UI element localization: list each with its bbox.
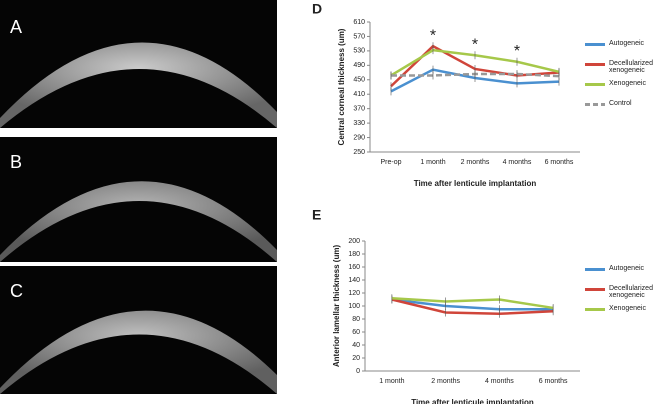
x-axis-title: Time after lenticule implantation	[411, 398, 534, 404]
legend-entry: Xenogeneic	[585, 80, 660, 87]
y-tick-label: 200	[348, 238, 360, 245]
y-tick-label: 290	[353, 134, 365, 141]
panel-label: E	[312, 207, 321, 223]
x-tick-label: 2 months	[461, 159, 490, 166]
y-tick-label: 140	[348, 277, 360, 284]
legend-swatch	[585, 308, 605, 311]
y-tick-label: 370	[353, 106, 365, 113]
y-tick-label: 610	[353, 19, 365, 26]
x-tick-label: 1 month	[420, 159, 445, 166]
x-tick-label: 1 month	[379, 378, 404, 385]
y-tick-label: 100	[348, 303, 360, 310]
legend-swatch	[585, 288, 605, 291]
panel-label: C	[10, 281, 23, 301]
x-tick-label: 4 months	[485, 378, 514, 385]
y-tick-label: 450	[353, 77, 365, 84]
x-tick-label: 6 months	[545, 159, 574, 166]
series-line	[391, 296, 554, 310]
x-axis-title: Time after lenticule implantation	[414, 179, 537, 188]
annotation: *	[430, 27, 436, 44]
legend-label: Autogeneic	[609, 40, 645, 47]
y-tick-label: 80	[352, 316, 360, 323]
panel-label: A	[10, 17, 22, 37]
y-tick-label: 0	[356, 368, 360, 375]
panel-label: B	[10, 152, 22, 172]
x-tick-label: 2 months	[431, 378, 460, 385]
legend-entry: Decellularized xenogeneic	[585, 285, 660, 299]
legend-label: Xenogeneic	[609, 305, 646, 312]
annotation: *	[514, 43, 520, 60]
y-tick-label: 490	[353, 62, 365, 69]
y-tick-label: 180	[348, 251, 360, 258]
oct-image	[0, 0, 277, 128]
legend-label: Xenogeneic	[609, 80, 646, 87]
y-tick-label: 250	[353, 149, 365, 156]
legend-label: Control	[609, 100, 632, 107]
y-tick-label: 530	[353, 48, 365, 55]
oct-image	[0, 137, 277, 262]
legend-label: Decellularized xenogeneic	[609, 60, 653, 74]
legend-swatch	[585, 83, 605, 86]
annotation: *	[472, 36, 478, 53]
legend-entry: Xenogeneic	[585, 305, 660, 312]
y-tick-label: 330	[353, 120, 365, 127]
y-tick-label: 160	[348, 264, 360, 271]
y-axis-title: Anterior lamellar thickness (um)	[332, 245, 341, 368]
series-line	[391, 298, 554, 311]
legend-label: Decellularized xenogeneic	[609, 285, 653, 299]
y-tick-label: 120	[348, 290, 360, 297]
series-line	[391, 298, 554, 316]
legend-entry: Decellularized xenogeneic	[585, 60, 660, 74]
y-axis-title: Central corneal thickness (um)	[337, 28, 346, 145]
legend-swatch	[585, 43, 605, 46]
y-tick-label: 570	[353, 33, 365, 40]
panel-label: D	[312, 1, 322, 17]
legend-swatch	[585, 268, 605, 271]
x-tick-label: 6 months	[539, 378, 568, 385]
legend-entry: Autogeneic	[585, 40, 660, 47]
x-tick-label: Pre-op	[380, 159, 401, 166]
legend-swatch	[585, 103, 605, 106]
oct-image	[0, 266, 277, 394]
y-tick-label: 410	[353, 91, 365, 98]
legend-entry: Control	[585, 100, 660, 107]
y-tick-label: 20	[352, 355, 360, 362]
legend-label: Autogeneic	[609, 265, 645, 272]
y-tick-label: 60	[352, 329, 360, 336]
x-tick-label: 4 months	[503, 159, 532, 166]
y-tick-label: 40	[352, 342, 360, 349]
legend-swatch	[585, 63, 605, 66]
legend-entry: Autogeneic	[585, 265, 660, 272]
